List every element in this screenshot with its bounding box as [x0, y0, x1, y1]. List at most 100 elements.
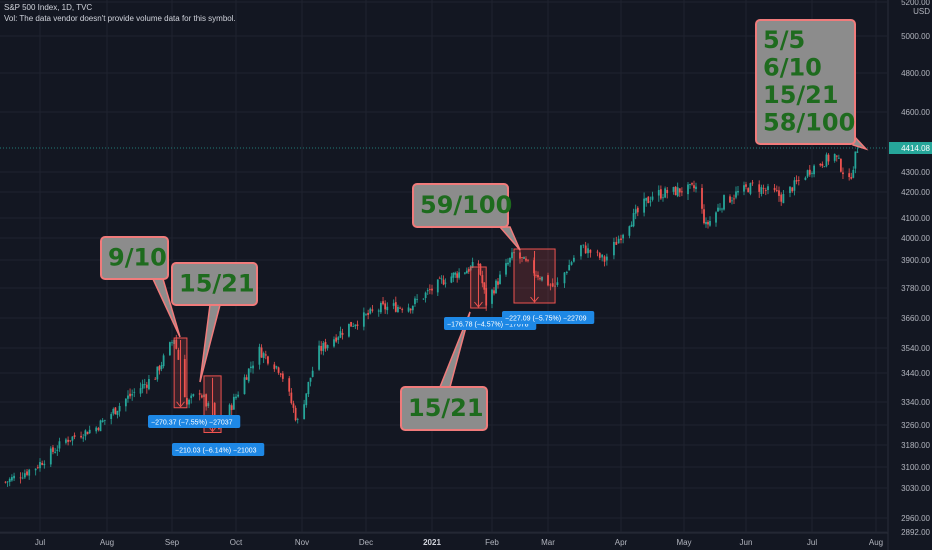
candle-body [112, 408, 115, 414]
candle-body [695, 186, 697, 190]
measure-tag[interactable]: −270.37 (−7.55%) −27037 [148, 415, 241, 428]
price-tick-label: 3340.00 [901, 398, 930, 407]
candle-body [19, 477, 22, 479]
candle-body [729, 196, 731, 203]
measure-tag[interactable]: −227.09 (−5.75%) −22709 [502, 311, 595, 324]
callout-text: 15/21 [408, 394, 484, 422]
candle-body [735, 191, 737, 198]
candle-body [454, 272, 457, 275]
price-tick-label: 3100.00 [901, 463, 930, 472]
candle-body [131, 394, 134, 396]
candle-body [424, 292, 427, 299]
candle-body [6, 481, 9, 483]
candle-body [811, 172, 813, 174]
candle-body [133, 391, 136, 393]
candle-body [584, 245, 587, 254]
measure-tag-label: −270.37 (−7.55%) −27037 [151, 420, 233, 427]
candle-body [258, 346, 261, 365]
candle-body [467, 269, 470, 272]
candle-body [620, 238, 622, 241]
candle-body [856, 151, 859, 153]
measure-arrow-head [208, 426, 217, 433]
candle-body [458, 272, 460, 278]
measure-tag[interactable]: −210.03 (−6.14%) −21003 [172, 443, 265, 456]
candle-body [539, 278, 541, 280]
candle-body [362, 312, 365, 327]
callout-box [755, 19, 856, 145]
time-tick-label: 2021 [423, 538, 441, 547]
candle-body [52, 447, 54, 452]
time-tick-label: Jun [740, 538, 753, 547]
candle-body [481, 275, 484, 284]
callout-text: 6/10 [763, 54, 822, 82]
candle-body [477, 263, 480, 266]
callout-box [400, 386, 488, 431]
candle-body [320, 345, 323, 351]
price-tick-label: 4100.00 [901, 214, 930, 223]
time-tick-label: Dec [359, 538, 373, 547]
candle-body [549, 284, 552, 286]
candle-body [808, 169, 811, 175]
candle-body [852, 169, 855, 178]
candle-body [326, 345, 329, 349]
callout-box [100, 236, 169, 280]
candle-body [479, 264, 482, 275]
candle-body [305, 393, 308, 406]
candle-body [598, 253, 601, 258]
candle-body [527, 259, 529, 261]
candle-body [509, 257, 511, 263]
candle-body [605, 256, 608, 261]
candle-body [200, 395, 203, 398]
candle-body [456, 273, 459, 278]
candle-body [483, 282, 486, 290]
price-tick-label: 5000.00 [901, 32, 930, 41]
candle-body [596, 251, 599, 253]
candle-body [533, 260, 535, 274]
candle-body [250, 366, 252, 368]
candle-body [825, 154, 828, 167]
callout[interactable]: 59/100 [412, 183, 521, 251]
candle-body [568, 264, 571, 271]
candle-body [245, 377, 248, 380]
candle-body [580, 245, 582, 257]
candle-body [354, 324, 357, 327]
callout[interactable]: 9/10 [100, 236, 181, 338]
callout[interactable]: 15/21 [400, 311, 488, 431]
candle-body [88, 429, 91, 434]
candle-body [103, 419, 106, 421]
candle-body [230, 405, 233, 411]
candle-body [649, 201, 652, 203]
candle-body [160, 365, 163, 370]
candle-body [634, 209, 637, 214]
price-tick-label: 3030.00 [901, 484, 930, 493]
candle-body [65, 439, 67, 443]
candle-body [73, 435, 76, 437]
currency-label: USD [913, 7, 930, 16]
measure-tag-label: −210.03 (−6.14%) −21003 [175, 448, 257, 455]
symbol-title[interactable]: S&P 500 Index, 1D, TVC [4, 3, 93, 12]
candle-body [603, 256, 606, 262]
candle-body [521, 257, 523, 258]
candle-body [318, 345, 320, 370]
candle-body [541, 276, 543, 281]
candle-body [82, 437, 85, 439]
candle-body [733, 198, 735, 200]
candle-body [384, 303, 387, 310]
callout[interactable]: 15/21 [171, 262, 258, 383]
candle-body [719, 208, 721, 210]
candle-body [213, 402, 216, 422]
candle-body [28, 469, 31, 476]
candle-body [556, 282, 559, 285]
candle-body [613, 241, 615, 256]
callout-box [412, 183, 509, 228]
candle-body [260, 347, 263, 358]
candle-body [450, 276, 453, 283]
candle-body [452, 272, 455, 278]
candle-body [854, 151, 857, 169]
price-tick-label: 3440.00 [901, 369, 930, 378]
candle-body [49, 448, 52, 465]
candle-body [701, 187, 703, 209]
